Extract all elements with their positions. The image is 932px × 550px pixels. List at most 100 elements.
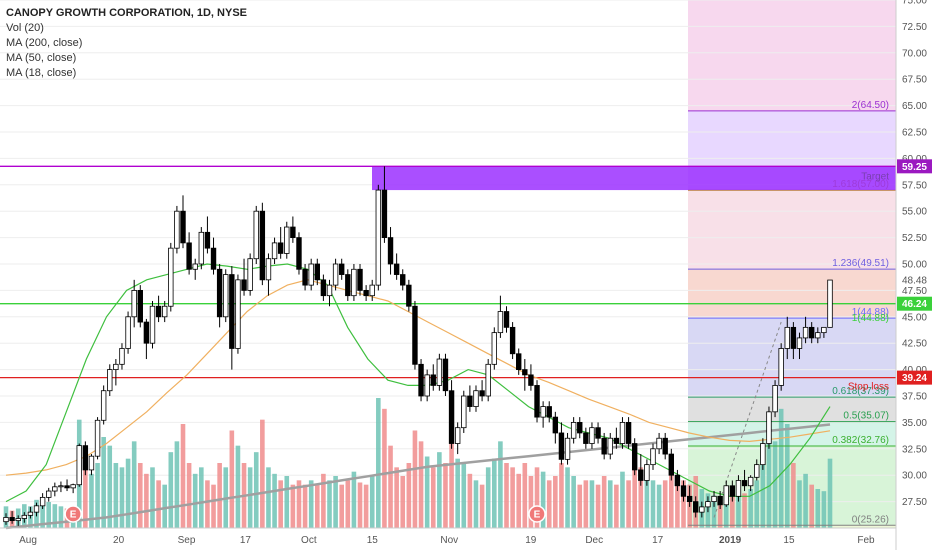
price-tick-label: 32.50 bbox=[902, 444, 927, 455]
candle-body bbox=[320, 279, 327, 297]
candle-body bbox=[204, 231, 211, 249]
legend-ma18[interactable]: MA (18, close) bbox=[6, 67, 77, 79]
candle-body bbox=[180, 210, 186, 244]
time-tick-label: 15 bbox=[783, 535, 795, 546]
volume-bar bbox=[101, 437, 106, 528]
time-tick-label: 2019 bbox=[719, 535, 742, 546]
candle-body bbox=[540, 406, 546, 418]
volume-bar bbox=[583, 480, 589, 528]
legend-volume[interactable]: Vol (20) bbox=[6, 22, 44, 34]
candle-body bbox=[491, 332, 497, 365]
volume-bar bbox=[803, 473, 808, 528]
earnings-marker-icon[interactable] bbox=[528, 505, 546, 523]
candle-body bbox=[607, 437, 613, 455]
candle-body bbox=[815, 332, 821, 339]
time-tick-label: Nov bbox=[440, 535, 458, 546]
volume-bar bbox=[601, 476, 607, 528]
price-tick-label: 67.50 bbox=[902, 75, 927, 86]
moving-average-line bbox=[5, 423, 831, 530]
volume-bar bbox=[247, 467, 253, 528]
candle-body bbox=[699, 506, 705, 513]
moving-average-line bbox=[5, 263, 831, 503]
time-tick-label: 17 bbox=[240, 535, 252, 546]
candle-body bbox=[693, 501, 699, 513]
candle-body bbox=[363, 289, 369, 297]
candle-body bbox=[168, 247, 174, 307]
price-tick-label: 72.50 bbox=[902, 22, 927, 33]
volume-bar bbox=[772, 441, 778, 528]
candle-body bbox=[430, 374, 436, 386]
volume-bar bbox=[675, 476, 680, 528]
volume-bar bbox=[192, 473, 198, 528]
price-tag[interactable] bbox=[897, 370, 932, 385]
price-tick-label: 27.50 bbox=[902, 497, 927, 508]
time-tick-label: Feb bbox=[857, 535, 875, 546]
candle-body bbox=[754, 464, 760, 478]
volume-bar bbox=[711, 495, 717, 528]
candle-body bbox=[662, 437, 668, 455]
candle-body bbox=[290, 226, 296, 238]
volume-bar bbox=[559, 463, 564, 528]
volume-bar bbox=[815, 489, 821, 528]
volume-bar bbox=[113, 463, 119, 528]
volume-bar bbox=[595, 484, 601, 528]
volume-bar bbox=[137, 463, 143, 528]
candle-body bbox=[711, 495, 717, 503]
candle-body bbox=[717, 495, 723, 506]
candle-body bbox=[277, 242, 284, 254]
legend-ma50[interactable]: MA (50, close) bbox=[6, 52, 77, 64]
candle-body bbox=[375, 189, 382, 286]
volume-bar bbox=[516, 473, 522, 528]
price-tick-label: 52.50 bbox=[902, 233, 927, 244]
price-tick-label: 55.00 bbox=[902, 207, 927, 218]
candle-body bbox=[448, 390, 455, 444]
price-tag[interactable] bbox=[897, 159, 932, 174]
candle-body bbox=[613, 437, 620, 444]
candle-body bbox=[766, 411, 772, 444]
volume-bar bbox=[180, 424, 186, 528]
volume-bar bbox=[717, 497, 723, 528]
volume-bar bbox=[144, 473, 149, 528]
candle-body bbox=[192, 263, 198, 270]
volume-bar bbox=[473, 480, 479, 528]
price-tag[interactable] bbox=[897, 296, 932, 311]
volume-bar bbox=[522, 463, 528, 528]
candle-body bbox=[705, 501, 711, 508]
fib-label: 2(64.50) bbox=[852, 100, 889, 111]
volume-bar bbox=[333, 476, 338, 528]
volume-bar bbox=[571, 476, 576, 528]
volume-bar bbox=[351, 471, 357, 528]
earnings-marker-icon[interactable] bbox=[64, 505, 82, 523]
price-tag-label: 39.24 bbox=[902, 373, 927, 384]
volume-bar bbox=[455, 458, 460, 528]
volume-bar bbox=[217, 463, 222, 528]
volume-bar bbox=[632, 463, 637, 528]
candle-body bbox=[235, 279, 241, 349]
volume-bar bbox=[821, 491, 827, 528]
candle-body bbox=[796, 337, 803, 349]
candle-body bbox=[558, 432, 565, 460]
volume-bar bbox=[736, 489, 741, 528]
volume-bar bbox=[382, 408, 387, 528]
time-tick-label: 17 bbox=[652, 535, 664, 546]
time-tick-label: Dec bbox=[585, 535, 603, 546]
price-tag-label: 59.25 bbox=[902, 162, 927, 173]
volume-bar bbox=[369, 476, 375, 528]
fib-band-top bbox=[688, 0, 896, 111]
volume-bar bbox=[388, 445, 393, 528]
candle-body bbox=[223, 274, 229, 318]
candle-body bbox=[686, 495, 693, 503]
legend-ma200[interactable]: MA (200, close) bbox=[6, 37, 83, 49]
fib-label: 0.382(32.76) bbox=[832, 435, 889, 446]
earnings-marker-label: E bbox=[70, 510, 77, 521]
candle-body bbox=[778, 348, 784, 386]
candle-body bbox=[418, 363, 424, 397]
volume-bar bbox=[186, 463, 192, 528]
candle-body bbox=[100, 390, 107, 421]
volume-bar bbox=[424, 456, 430, 528]
volume-bar bbox=[650, 480, 656, 528]
candle-body bbox=[485, 363, 491, 397]
volume-bar bbox=[766, 430, 772, 528]
volume-bar bbox=[626, 480, 631, 528]
